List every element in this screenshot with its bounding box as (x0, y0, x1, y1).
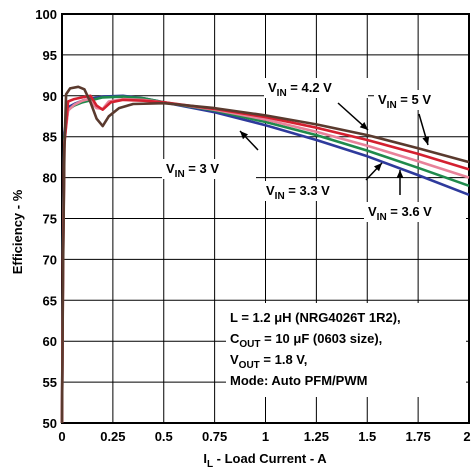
plot-frame (61, 13, 470, 424)
series-line-3 (60, 94, 470, 424)
series-label: VIN = 4.2 V (268, 80, 332, 99)
x-tick-label: 2 (463, 429, 470, 444)
y-tick-label: 90 (43, 89, 57, 104)
label-pointers (239, 102, 430, 195)
series-label-bg (162, 159, 256, 179)
series-label: VIN = 3.6 V (368, 204, 432, 223)
y-tick-label: 60 (43, 334, 57, 349)
x-tick-label: 1.25 (304, 429, 329, 444)
x-tick-label: 0.25 (100, 429, 125, 444)
y-tick-label: 75 (43, 212, 57, 227)
x-tick-label: 1.75 (405, 429, 430, 444)
x-tick-label: 0.5 (155, 429, 173, 444)
tick-labels: 0 0.25 0.5 0.75 1 1.25 1.5 1.75 2 50 55 60 65 70 75 80 8… (35, 7, 470, 444)
y-tick-label: 55 (43, 375, 57, 390)
label-pointer-head (422, 136, 430, 145)
x-tick-label: 1 (262, 429, 269, 444)
condition-line: VOUT = 1.8 V, (230, 352, 307, 371)
x-axis-title: IL - Load Current - A (203, 451, 327, 470)
series-label: VIN = 3.3 V (266, 183, 330, 202)
condition-line: Mode: Auto PFM/PWM (230, 373, 367, 388)
x-tick-label: 0.75 (202, 429, 227, 444)
label-pointer-head (396, 170, 404, 178)
x-tick-label: 0 (58, 429, 65, 444)
y-axis-title: Efficiency - % (10, 189, 25, 274)
conditions-text: L = 1.2 μH (NRG4026T 1R2), COUT = 10 μF (… (226, 303, 466, 397)
y-tick-label: 95 (43, 48, 57, 63)
label-pointer-head (240, 131, 249, 140)
condition-line: L = 1.2 μH (NRG4026T 1R2), (230, 310, 401, 325)
series-label-bg (364, 202, 466, 222)
y-tick-label: 70 (43, 252, 57, 267)
series-label: VIN = 5 V (378, 92, 431, 111)
x-tick-label: 1.5 (358, 429, 376, 444)
label-pointer-head (373, 163, 382, 172)
y-tick-label: 65 (43, 293, 57, 308)
y-tick-label: 100 (35, 7, 57, 22)
y-tick-label: 80 (43, 171, 57, 186)
series-label-bg (264, 78, 368, 98)
series-label-bg (374, 90, 468, 110)
series-labels: VIN = 3 V VIN = 3.3 V VIN = 3.6 V VIN = 4.2… (162, 78, 468, 223)
conditions-bg (226, 303, 466, 397)
series-label-bg (262, 181, 366, 201)
condition-line: COUT = 10 μF (0603 size), (230, 331, 382, 350)
series-label: VIN = 3 V (166, 161, 219, 180)
series-line-4 (60, 85, 470, 424)
series-lines (60, 85, 470, 424)
label-pointer-head (359, 122, 368, 130)
y-tick-label: 85 (43, 130, 57, 145)
y-tick-label: 50 (43, 416, 57, 431)
